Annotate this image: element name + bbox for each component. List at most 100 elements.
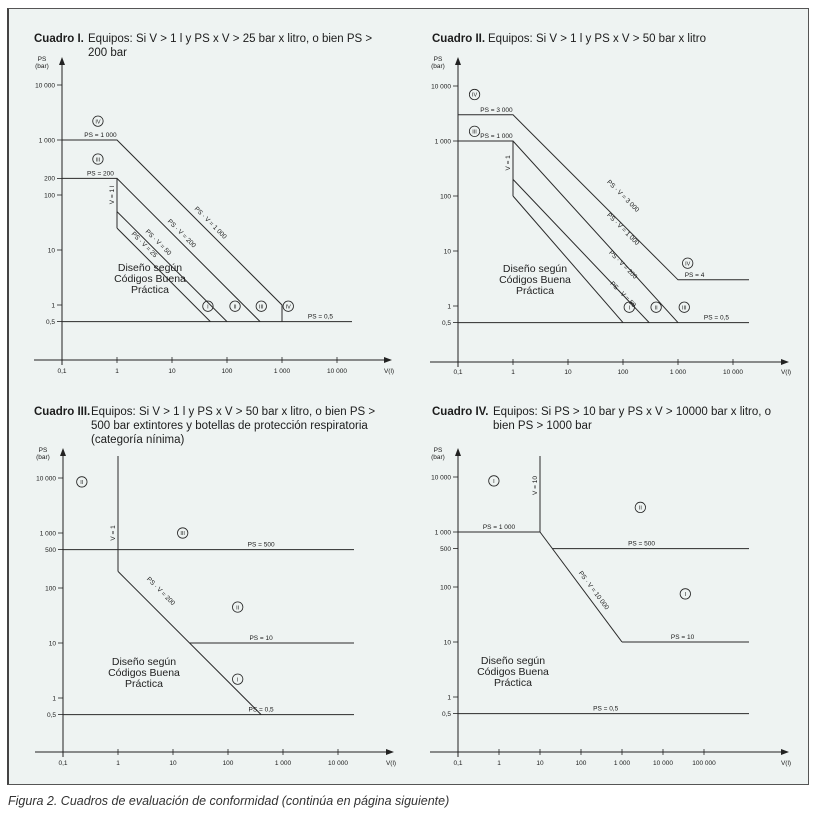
category-marker: III (92, 153, 104, 165)
category-label: III (96, 157, 101, 163)
y-axis-label: PS (434, 56, 443, 63)
diagonal-line-label: PS · V = 10 000 (577, 570, 610, 611)
cuadro-2-title-prefix: Cuadro II. (432, 33, 486, 45)
x-tick-label: 1 000 (670, 369, 687, 376)
cuadro-4-title: Cuadro IV. Equipos: Si PS > 10 bar y PS … (432, 405, 807, 432)
vertical-line-label: V = 10 (532, 476, 539, 495)
x-axis-label: V(l) (781, 369, 791, 376)
x-tick-label: 0,1 (58, 760, 67, 767)
category-marker: I (623, 301, 635, 313)
y-axis-arrow (455, 448, 461, 456)
cuadro-1-chart: PS(bar) 0,5 1 10 100 200 1 000 10 000 0,1 1 10 100 1… (34, 56, 394, 375)
y-tick-label: 500 (440, 546, 451, 553)
cuadro-4-title-line: Equipos: Si PS > 10 bar y PS x V > 10000… (493, 406, 772, 418)
y-tick-label: 1 000 (40, 530, 57, 537)
y-tick-label: 1 (51, 302, 55, 309)
cuadro-3-title-line: (categoría nínima) (91, 434, 185, 446)
line-label: PS = 3 000 (480, 107, 513, 114)
zone-text: Códigos Buena (114, 273, 186, 285)
category-marker: I (679, 588, 691, 600)
series-line (539, 531, 623, 643)
category-marker: II (76, 476, 88, 488)
x-tick-label: 100 (576, 760, 587, 767)
category-marker: IV (682, 257, 694, 269)
category-label: II (655, 305, 659, 311)
x-axis-arrow (386, 749, 394, 755)
line-label: PS = 500 (248, 542, 275, 549)
category-label: I (493, 479, 495, 485)
category-label: III (472, 130, 477, 136)
category-circle (255, 300, 267, 312)
cuadro-1-title: Cuadro I. Equipos: Si V > 1 l y PS x V >… (34, 32, 404, 59)
zone-text: Códigos Buena (499, 274, 571, 286)
vertical-line-label: V = 1 (110, 525, 117, 541)
y-axis-arrow (59, 57, 65, 65)
diagonal-line-label: PS · V = 200 (607, 249, 638, 280)
category-marker: III (255, 300, 267, 312)
category-label: IV (685, 261, 691, 267)
y-axis-unit: (bar) (431, 454, 445, 461)
line-label: PS = 1 000 (480, 133, 513, 140)
y-tick-label: 10 (49, 640, 57, 647)
x-tick-label: 10 (169, 760, 177, 767)
vertical-line-label: V = 1 (505, 155, 512, 171)
category-circle (177, 527, 189, 539)
x-tick-label: 1 (511, 369, 515, 376)
cuadro-1-title-prefix: Cuadro I. (34, 33, 84, 45)
x-tick-label: 1 000 (614, 760, 631, 767)
line-label: PS = 0,5 (249, 707, 274, 714)
category-circle (282, 300, 294, 312)
category-circle (92, 153, 104, 165)
y-tick-label: 200 (44, 176, 55, 183)
category-marker: I (488, 475, 500, 487)
x-axis-arrow (781, 749, 789, 755)
category-marker: III (468, 125, 481, 137)
cuadro-1-title-line: 200 bar (88, 47, 128, 59)
zone-text: Códigos Buena (477, 666, 549, 678)
y-tick-label: 10 000 (431, 83, 451, 90)
zone-text: Práctica (131, 284, 169, 296)
category-circle (76, 476, 88, 488)
category-label: II (234, 304, 238, 310)
x-tick-label: 10 000 (723, 369, 743, 376)
cuadro-2-title: Cuadro II. Equipos: Si V > 1 l y PS x V … (432, 32, 802, 46)
vertical-line-label: V = 1 l (109, 185, 116, 204)
x-tick-label: 10 000 (328, 760, 348, 767)
zone-text: Diseño según (112, 656, 176, 668)
diagonal-line-label: PS · V = 1 000 (605, 212, 640, 247)
line-label: PS = 500 (628, 541, 655, 548)
category-marker: II (232, 601, 244, 613)
y-tick-label: 1 (447, 694, 451, 701)
y-tick-label: 10 000 (36, 475, 56, 482)
category-circle (468, 125, 481, 137)
x-tick-label: 10 000 (653, 760, 673, 767)
y-axis-unit: (bar) (431, 63, 445, 70)
x-axis-label: V(l) (384, 368, 394, 375)
y-tick-label: 100 (45, 585, 56, 592)
y-tick-label: 10 (444, 639, 452, 646)
category-circle (468, 88, 481, 101)
line-label: PS = 0,5 (593, 706, 618, 713)
category-circle (650, 301, 662, 313)
x-tick-label: 10 (564, 369, 572, 376)
zone-text: Práctica (516, 285, 554, 297)
line-label: PS = 0,5 (704, 315, 729, 322)
category-marker: IV (92, 115, 104, 127)
category-circle (229, 300, 241, 312)
y-axis-arrow (455, 57, 461, 65)
x-axis-arrow (781, 359, 789, 365)
figure-frame (7, 8, 809, 785)
zone-text: Práctica (125, 678, 163, 690)
category-circle (92, 115, 104, 127)
category-label: II (80, 480, 84, 486)
category-marker: IV (282, 300, 294, 312)
cuadro-3-title-line: Equipos: Si V > 1 l y PS x V > 50 bar x … (91, 406, 376, 418)
series-line (62, 139, 283, 322)
x-tick-label: 1 000 (275, 760, 292, 767)
series-line (116, 211, 228, 322)
zone-text: Práctica (494, 677, 532, 689)
y-axis-label: PS (39, 447, 48, 454)
category-label: I (629, 305, 631, 311)
y-tick-label: 1 (447, 303, 451, 310)
x-tick-label: 100 (222, 368, 233, 375)
